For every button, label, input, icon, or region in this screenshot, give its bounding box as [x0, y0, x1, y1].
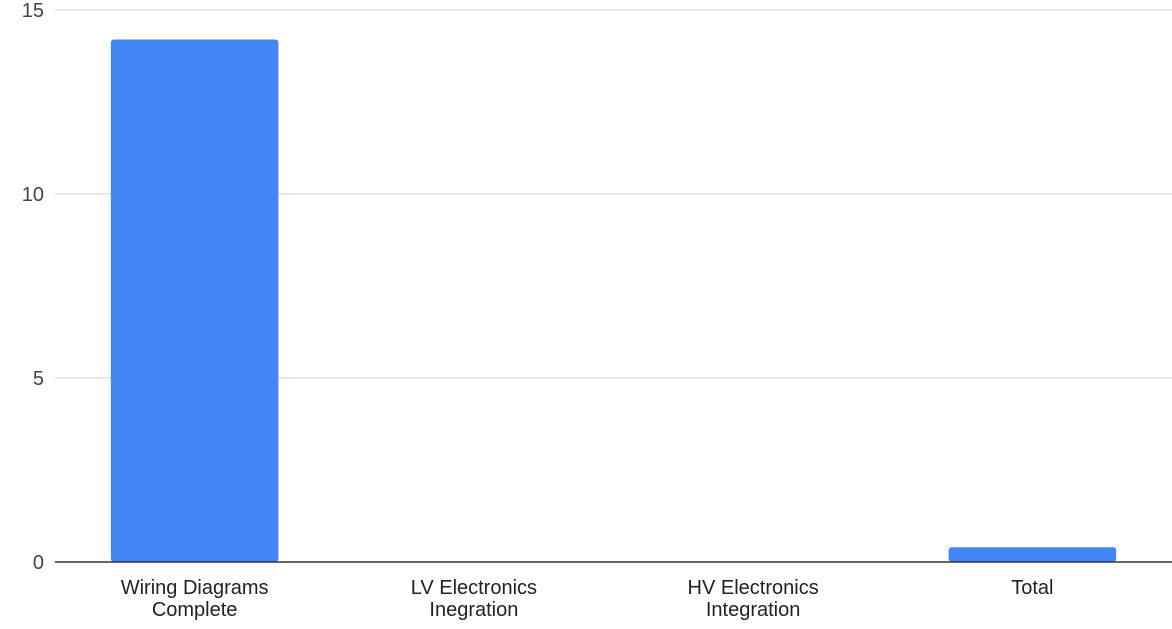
- x-tick-label-line: HV Electronics: [688, 577, 819, 599]
- x-axis-labels: Wiring Diagrams Complete LV Electronics Ine…: [121, 577, 1054, 621]
- bar[interactable]: [110, 39, 279, 562]
- x-tick-label: Wiring Diagrams Complete: [121, 577, 269, 621]
- x-tick-label-line: Wiring Diagrams: [121, 577, 269, 599]
- y-axis-ticks: 0 5 10 15: [22, 0, 44, 574]
- x-tick-label-line: Inegration: [429, 599, 518, 621]
- x-tick-label-line: Complete: [152, 599, 238, 621]
- y-tick-label: 0: [33, 552, 44, 574]
- y-tick-label: 10: [22, 184, 44, 206]
- bar[interactable]: [948, 547, 1117, 562]
- x-tick-label-line: Integration: [706, 599, 801, 621]
- bars: [110, 39, 1117, 562]
- x-tick-label: HV Electronics Integration: [688, 577, 819, 621]
- x-tick-label-line: Total: [1011, 577, 1053, 599]
- x-tick-label: Total: [1011, 577, 1053, 599]
- y-tick-label: 5: [33, 368, 44, 390]
- y-tick-label: 15: [22, 0, 44, 22]
- x-tick-label: LV Electronics Inegration: [411, 577, 537, 621]
- x-tick-label-line: LV Electronics: [411, 577, 537, 599]
